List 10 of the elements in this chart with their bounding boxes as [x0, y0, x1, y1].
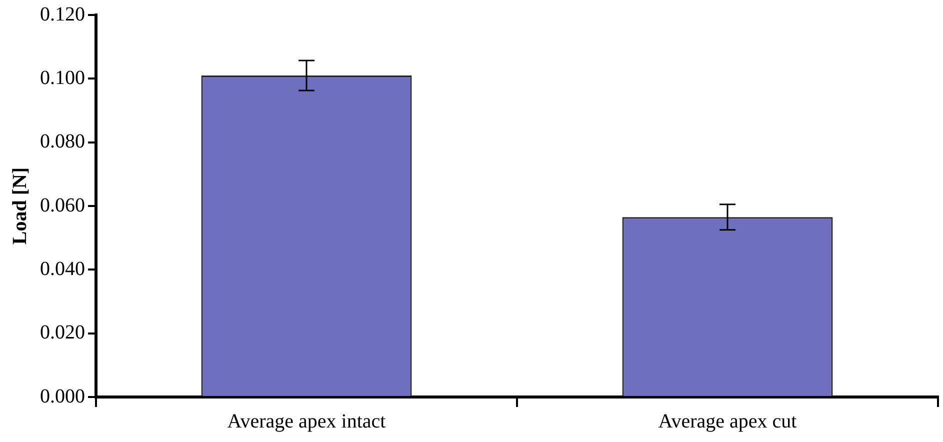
y-tick-label: 0.100	[40, 66, 85, 89]
x-tick-label: Average apex intact	[227, 410, 386, 432]
y-axis-title: Load [N]	[9, 167, 32, 245]
y-tick-label: 0.120	[40, 3, 85, 26]
y-tick-label: 0.080	[40, 130, 85, 153]
y-tick-label: 0.000	[40, 385, 85, 408]
y-tick-label: 0.020	[40, 322, 85, 344]
y-tick-label: 0.040	[40, 258, 85, 280]
y-tick-label: 0.060	[40, 194, 85, 216]
x-tick-label: Average apex cut	[658, 410, 798, 432]
